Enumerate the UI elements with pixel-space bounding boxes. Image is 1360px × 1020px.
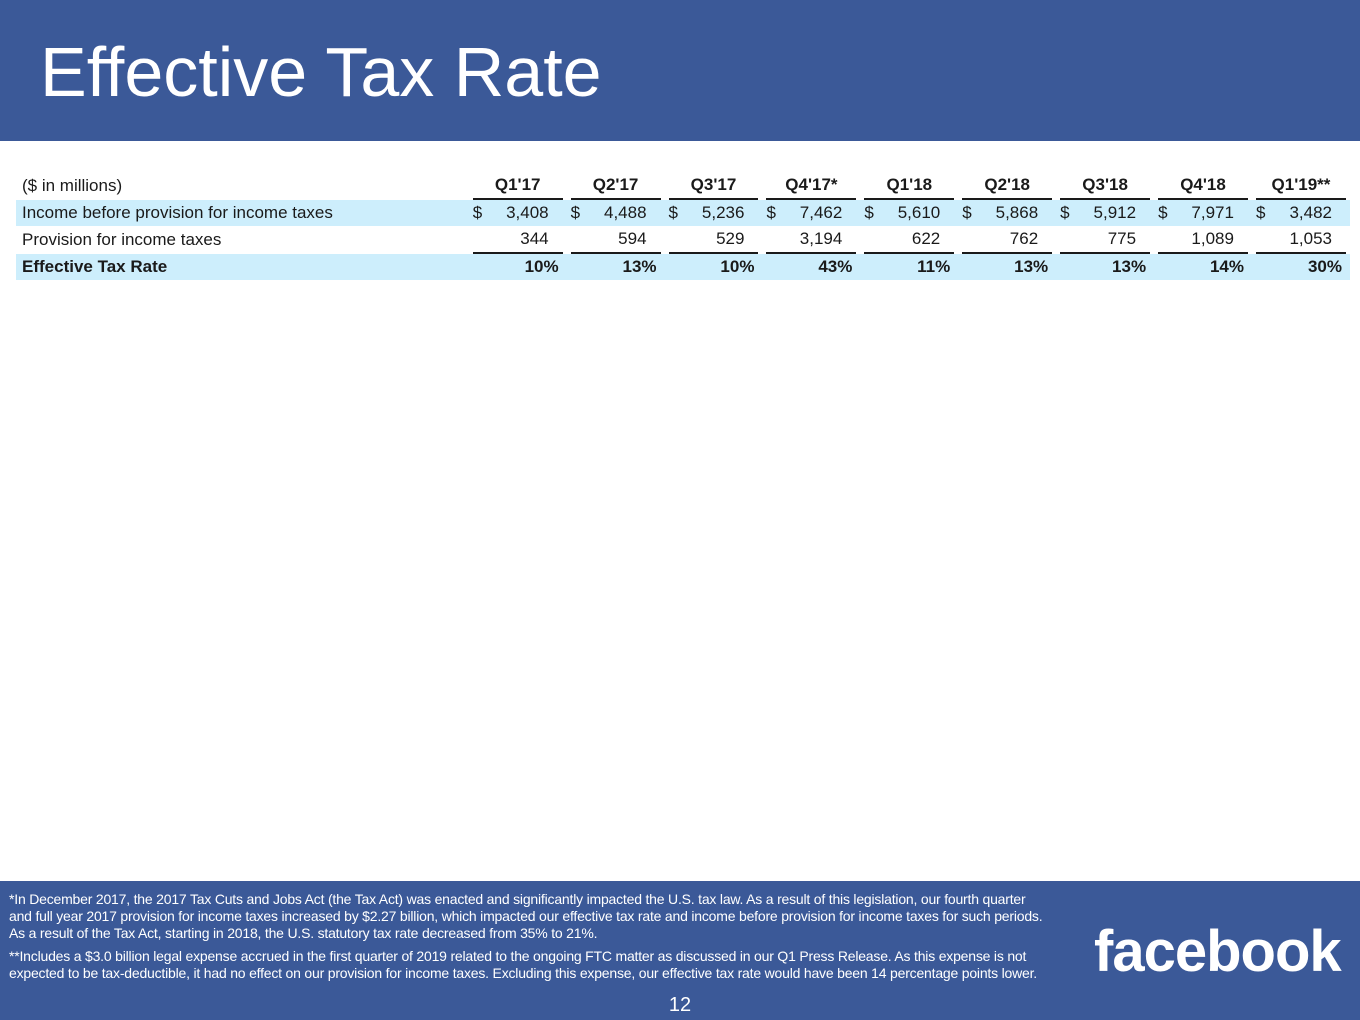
tax-rate-table: ($ in millions) Q1'17 Q2'17 Q3'17 Q4'17*… — [16, 172, 1350, 280]
column-header: Q4'18 — [1154, 172, 1252, 200]
table-cell: 1,089 — [1154, 226, 1252, 254]
table-cell: 1,053 — [1252, 226, 1350, 254]
footer-banner: *In December 2017, the 2017 Tax Cuts and… — [0, 881, 1360, 1020]
column-header: Q3'17 — [665, 172, 763, 200]
table-cell: $3,408 — [468, 200, 567, 226]
row-label: Provision for income taxes — [22, 230, 222, 249]
table-cell: 13% — [958, 254, 1057, 280]
table-cell: $3,482 — [1251, 200, 1350, 226]
table-cell: 622 — [860, 226, 958, 254]
table-cell: $5,236 — [664, 200, 763, 226]
table-row: Income before provision for income taxes… — [16, 200, 1350, 226]
table-cell: 13% — [566, 254, 665, 280]
table-cell: 14% — [1154, 254, 1252, 280]
table-cell: $4,488 — [566, 200, 665, 226]
unit-label: ($ in millions) — [22, 176, 123, 195]
table-cell: $5,610 — [860, 200, 959, 226]
table-cell: 10% — [664, 254, 763, 280]
table-cell: $5,868 — [958, 200, 1057, 226]
facebook-logo: facebook — [1094, 919, 1342, 984]
row-label: Income before provision for income taxes — [16, 200, 469, 226]
column-header: Q3'18 — [1056, 172, 1154, 200]
table-cell: 3,194 — [762, 226, 860, 254]
table-cell: 344 — [469, 226, 567, 254]
table-cell: $5,912 — [1056, 200, 1155, 226]
table-cell: 594 — [567, 226, 665, 254]
table-row: Provision for income taxes 344 594 529 3… — [16, 226, 1350, 254]
table-cell: 10% — [468, 254, 567, 280]
table-cell: 775 — [1056, 226, 1154, 254]
table-cell: $7,971 — [1154, 200, 1252, 226]
title-banner: Effective Tax Rate — [0, 0, 1360, 141]
column-header: Q2'17 — [567, 172, 665, 200]
page-number: 12 — [668, 994, 692, 1016]
table-cell: 762 — [958, 226, 1056, 254]
column-header: Q2'18 — [958, 172, 1056, 200]
footnote-tax-act: *In December 2017, the 2017 Tax Cuts and… — [9, 891, 1043, 941]
table-cell: 11% — [860, 254, 959, 280]
column-header: Q1'19** — [1252, 172, 1350, 200]
page-title: Effective Tax Rate — [40, 33, 602, 111]
table-cell: 43% — [762, 254, 861, 280]
column-header: Q1'17 — [469, 172, 567, 200]
table-cell: 529 — [665, 226, 763, 254]
table-row: Effective Tax Rate 10% 13% 10% 43% 11% 1… — [16, 254, 1350, 280]
column-header: Q4'17* — [762, 172, 860, 200]
table-header-row: ($ in millions) Q1'17 Q2'17 Q3'17 Q4'17*… — [16, 172, 1350, 200]
table-cell: 13% — [1056, 254, 1155, 280]
column-header: Q1'18 — [860, 172, 958, 200]
footnote-ftc-expense: **Includes a $3.0 billion legal expense … — [9, 948, 1037, 981]
table-cell: $7,462 — [762, 200, 861, 226]
row-label: Effective Tax Rate — [16, 254, 469, 280]
table-cell: 30% — [1251, 254, 1350, 280]
